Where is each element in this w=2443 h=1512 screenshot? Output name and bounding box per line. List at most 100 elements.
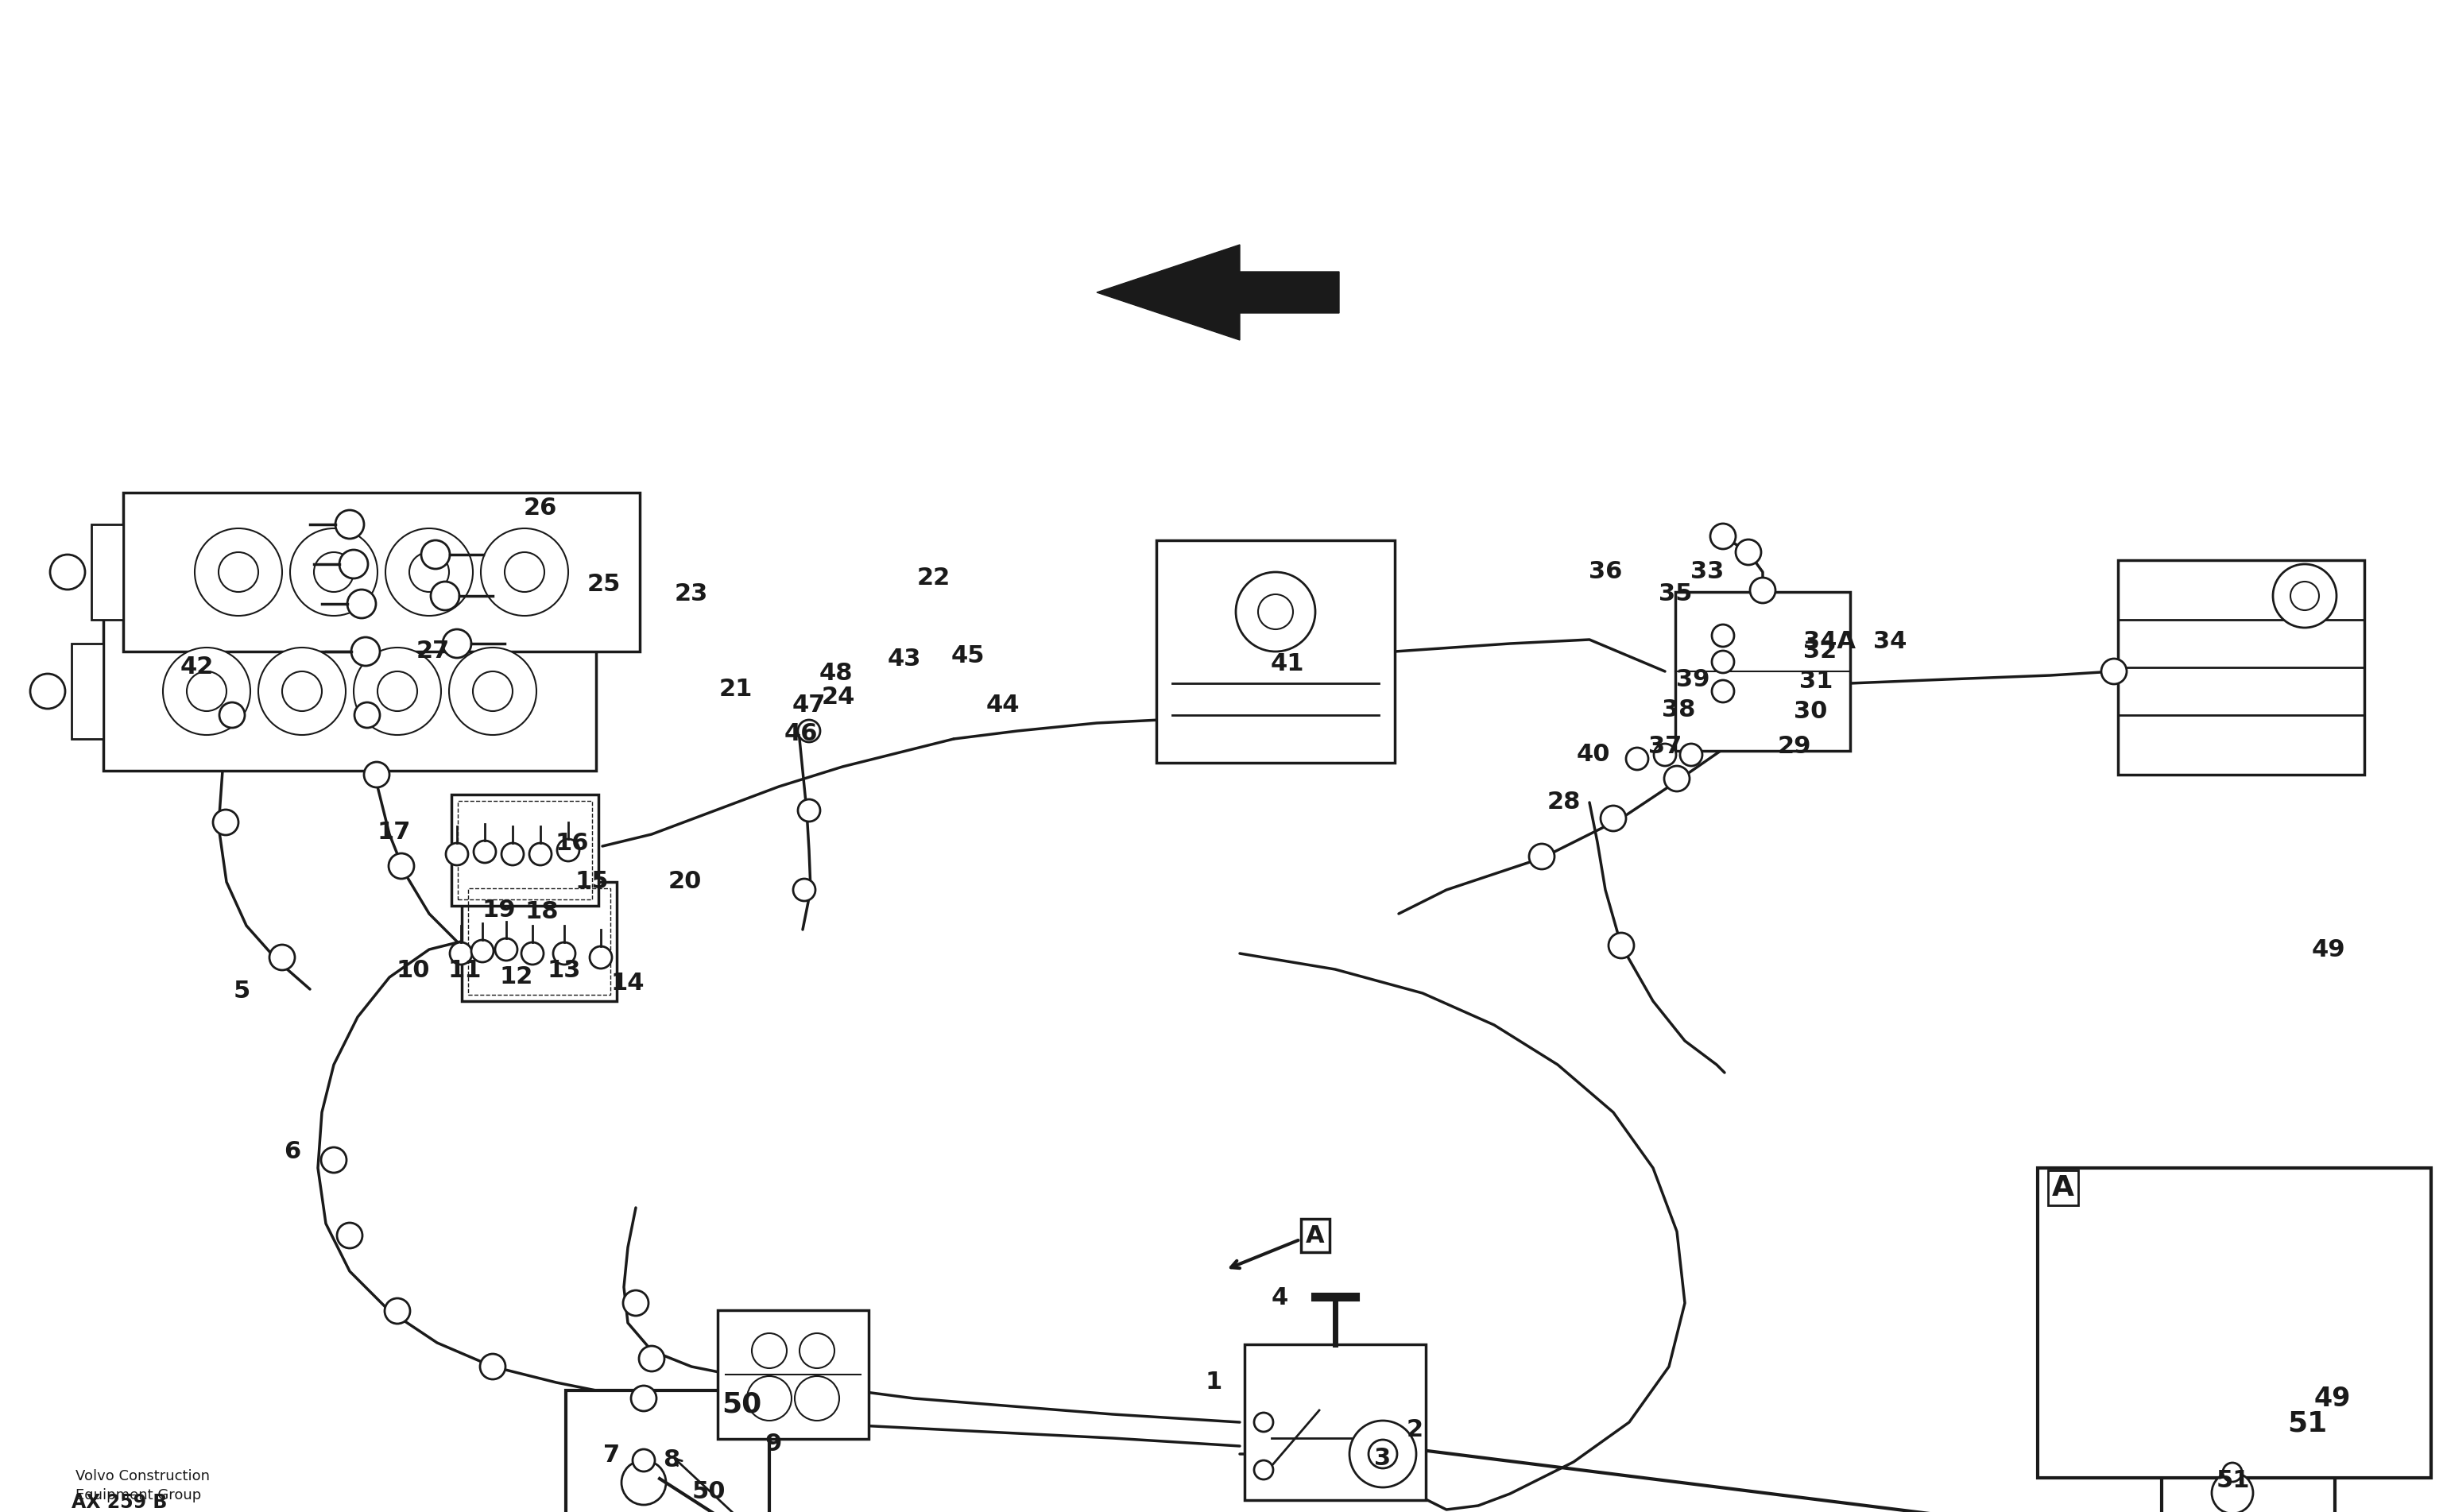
Bar xyxy=(457,801,591,900)
Text: 23: 23 xyxy=(674,582,708,606)
Text: 31: 31 xyxy=(1798,670,1832,692)
Text: 40: 40 xyxy=(1576,744,1610,767)
Circle shape xyxy=(340,550,369,579)
Circle shape xyxy=(1713,680,1735,703)
Text: A: A xyxy=(1305,1225,1324,1247)
Circle shape xyxy=(589,947,611,969)
Text: 16: 16 xyxy=(555,832,589,856)
Text: 18: 18 xyxy=(525,901,559,924)
Circle shape xyxy=(1258,594,1292,629)
Text: 34A: 34A xyxy=(1803,631,1857,653)
Text: 21: 21 xyxy=(718,679,752,702)
Bar xyxy=(1156,540,1395,762)
Text: 50: 50 xyxy=(721,1391,762,1418)
Circle shape xyxy=(630,1385,657,1411)
Circle shape xyxy=(1253,1461,1273,1479)
Circle shape xyxy=(386,528,474,615)
Text: Equipment Group: Equipment Group xyxy=(76,1488,200,1503)
Bar xyxy=(567,1391,770,1512)
Circle shape xyxy=(354,647,442,735)
Circle shape xyxy=(479,1353,506,1379)
Circle shape xyxy=(1710,523,1735,549)
Circle shape xyxy=(352,637,379,665)
Circle shape xyxy=(195,528,281,615)
Text: 5: 5 xyxy=(232,980,249,1002)
Circle shape xyxy=(748,1376,792,1421)
Circle shape xyxy=(442,629,471,658)
Circle shape xyxy=(506,552,545,591)
Text: 48: 48 xyxy=(818,662,853,685)
Text: AX 259 B: AX 259 B xyxy=(71,1492,166,1512)
Circle shape xyxy=(1236,572,1314,652)
Circle shape xyxy=(347,590,376,618)
Text: 14: 14 xyxy=(611,972,645,995)
Circle shape xyxy=(364,762,388,788)
Text: 9: 9 xyxy=(765,1433,782,1456)
Bar xyxy=(103,612,596,771)
Bar xyxy=(1243,1344,1427,1500)
Circle shape xyxy=(2272,564,2336,627)
Text: 50: 50 xyxy=(691,1480,726,1503)
Text: 30: 30 xyxy=(1793,700,1827,723)
Text: 37: 37 xyxy=(1649,735,1681,759)
Bar xyxy=(2118,559,2365,774)
Circle shape xyxy=(471,940,493,962)
Circle shape xyxy=(1713,624,1735,647)
Circle shape xyxy=(1749,578,1776,603)
Circle shape xyxy=(384,1299,410,1323)
Circle shape xyxy=(337,1223,362,1249)
Text: 12: 12 xyxy=(501,966,533,989)
Circle shape xyxy=(430,582,459,611)
Text: 47: 47 xyxy=(792,692,826,717)
Text: 24: 24 xyxy=(821,686,855,709)
Circle shape xyxy=(2211,1473,2252,1512)
Text: 13: 13 xyxy=(547,960,581,983)
Circle shape xyxy=(1654,744,1676,767)
FancyArrow shape xyxy=(1097,245,1339,340)
Circle shape xyxy=(450,942,471,965)
Text: 7: 7 xyxy=(603,1444,621,1467)
Text: 51: 51 xyxy=(2287,1411,2328,1438)
Text: 51: 51 xyxy=(2216,1470,2250,1492)
Text: 49: 49 xyxy=(2311,937,2345,962)
Text: 2: 2 xyxy=(1407,1418,1422,1441)
Bar xyxy=(122,493,640,652)
Circle shape xyxy=(379,671,418,711)
Circle shape xyxy=(1607,933,1634,959)
Circle shape xyxy=(1253,1412,1273,1432)
Circle shape xyxy=(633,1448,655,1471)
Circle shape xyxy=(552,942,577,965)
Text: 27: 27 xyxy=(415,640,450,664)
Text: 41: 41 xyxy=(1270,653,1305,676)
Circle shape xyxy=(496,939,518,960)
Bar xyxy=(462,881,616,1001)
Text: 49: 49 xyxy=(2314,1385,2350,1412)
Circle shape xyxy=(2292,582,2318,611)
Circle shape xyxy=(388,853,413,878)
Circle shape xyxy=(186,671,227,711)
Text: 34: 34 xyxy=(1874,631,1906,653)
Bar xyxy=(452,794,599,906)
Circle shape xyxy=(621,1461,667,1504)
Text: 33: 33 xyxy=(1691,561,1725,584)
Circle shape xyxy=(1349,1421,1417,1488)
Text: 46: 46 xyxy=(784,723,818,745)
Text: 44: 44 xyxy=(987,694,1019,717)
Circle shape xyxy=(217,552,259,591)
Circle shape xyxy=(450,647,537,735)
Circle shape xyxy=(2101,659,2128,683)
Circle shape xyxy=(1368,1439,1397,1468)
Text: 28: 28 xyxy=(1546,791,1581,813)
Text: 29: 29 xyxy=(1779,735,1810,759)
Bar xyxy=(718,1311,870,1439)
Text: 35: 35 xyxy=(1659,582,1693,606)
Circle shape xyxy=(1627,747,1649,770)
Circle shape xyxy=(29,674,66,709)
Circle shape xyxy=(164,647,249,735)
Circle shape xyxy=(49,555,86,590)
Circle shape xyxy=(213,809,239,835)
Circle shape xyxy=(640,1346,664,1371)
Text: 11: 11 xyxy=(447,960,481,983)
Text: 4: 4 xyxy=(1270,1285,1287,1309)
Circle shape xyxy=(420,540,450,569)
